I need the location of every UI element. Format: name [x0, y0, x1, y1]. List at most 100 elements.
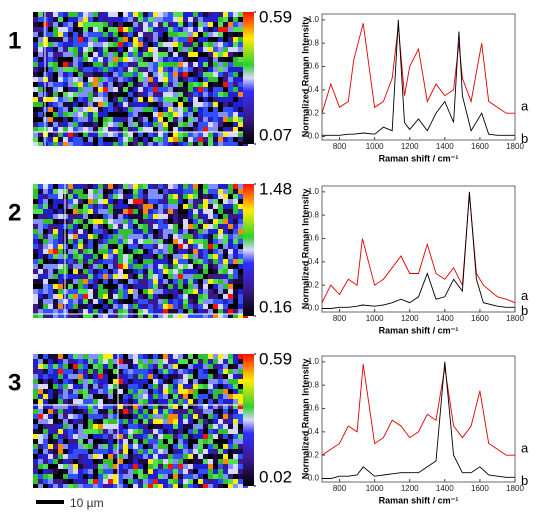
map-pixel [178, 359, 183, 364]
map-pixel [108, 299, 113, 304]
map-pixel [58, 102, 63, 107]
map-pixel [108, 229, 113, 234]
map-pixel [63, 374, 68, 379]
map-pixel [68, 469, 73, 474]
map-pixel [178, 464, 183, 469]
map-pixel [153, 184, 158, 189]
map-pixel [118, 127, 123, 132]
map-pixel [223, 419, 228, 424]
map-pixel [133, 107, 138, 112]
map-pixel [153, 399, 158, 404]
map-pixel [128, 102, 133, 107]
map-pixel [198, 469, 203, 474]
map-pixel [43, 249, 48, 254]
map-pixel [78, 304, 83, 309]
map-pixel [193, 92, 198, 97]
map-pixel [238, 274, 243, 279]
map-pixel [228, 52, 233, 57]
map-pixel [238, 309, 243, 314]
map-pixel [208, 254, 213, 259]
map-pixel [68, 52, 73, 57]
map-pixel [158, 209, 163, 214]
map-pixel [178, 127, 183, 132]
map-pixel [113, 12, 118, 17]
map-pixel [233, 384, 238, 389]
map-pixel [188, 399, 193, 404]
map-pixel [218, 419, 223, 424]
map-pixel [78, 239, 83, 244]
map-pixel [48, 199, 53, 204]
map-pixel [163, 87, 168, 92]
map-pixel [238, 284, 243, 289]
map-pixel [238, 484, 243, 488]
map-pixel [88, 62, 93, 67]
map-pixel [73, 434, 78, 439]
map-pixel [93, 279, 98, 284]
map-pixel [148, 414, 153, 419]
map-pixel [158, 72, 163, 77]
map-pixel [108, 424, 113, 429]
map-pixel [193, 42, 198, 47]
map-pixel [173, 304, 178, 309]
map-pixel [103, 97, 108, 102]
map-pixel [188, 184, 193, 189]
map-pixel [118, 289, 123, 294]
map-pixel [33, 87, 38, 92]
map-pixel [163, 389, 168, 394]
map-pixel [153, 289, 158, 294]
map-pixel [93, 184, 98, 189]
map-pixel [83, 92, 88, 97]
map-pixel [228, 279, 233, 284]
map-pixel [133, 27, 138, 32]
map-pixel [178, 424, 183, 429]
map-pixel [53, 259, 58, 264]
map-pixel [33, 77, 38, 82]
y-tick-label: 0.8 [308, 210, 320, 219]
spectrum [321, 23, 515, 114]
map-pixel [73, 264, 78, 269]
map-pixel [58, 194, 63, 199]
map-pixel [133, 117, 138, 122]
map-pixel [188, 17, 193, 22]
map-pixel [73, 389, 78, 394]
map-pixel [208, 82, 213, 87]
map-pixel [198, 414, 203, 419]
map-pixel [208, 264, 213, 269]
map-pixel [138, 52, 143, 57]
map-pixel [38, 234, 43, 239]
map-pixel [113, 299, 118, 304]
map-pixel [48, 224, 53, 229]
map-pixel [73, 399, 78, 404]
colorbar [243, 184, 254, 316]
map-pixel [43, 289, 48, 294]
map-pixel [178, 244, 183, 249]
map-pixel [168, 259, 173, 264]
map-pixel [238, 122, 243, 127]
map-pixel [63, 419, 68, 424]
map-pixel [153, 102, 158, 107]
map-pixel [168, 184, 173, 189]
y-axis-label: Normalized Raman Intensity [300, 189, 310, 310]
map-pixel [108, 404, 113, 409]
map-pixel [148, 214, 153, 219]
map-pixel [118, 199, 123, 204]
map-pixel [53, 132, 58, 137]
map-pixel [68, 122, 73, 127]
map-pixel [133, 87, 138, 92]
map-pixel [138, 394, 143, 399]
map-pixel [133, 142, 138, 146]
map-pixel [208, 72, 213, 77]
map-pixel [83, 469, 88, 474]
spectrum [322, 191, 515, 309]
map-pixel [78, 17, 83, 22]
map-pixel [118, 77, 123, 82]
map-pixel [228, 12, 233, 17]
map-pixel [198, 399, 203, 404]
map-pixel [218, 12, 223, 17]
map-pixel [108, 434, 113, 439]
map-pixel [213, 112, 218, 117]
map-pixel [38, 414, 43, 419]
map-pixel [123, 454, 128, 459]
map-pixel [118, 274, 123, 279]
map-pixel [123, 254, 128, 259]
